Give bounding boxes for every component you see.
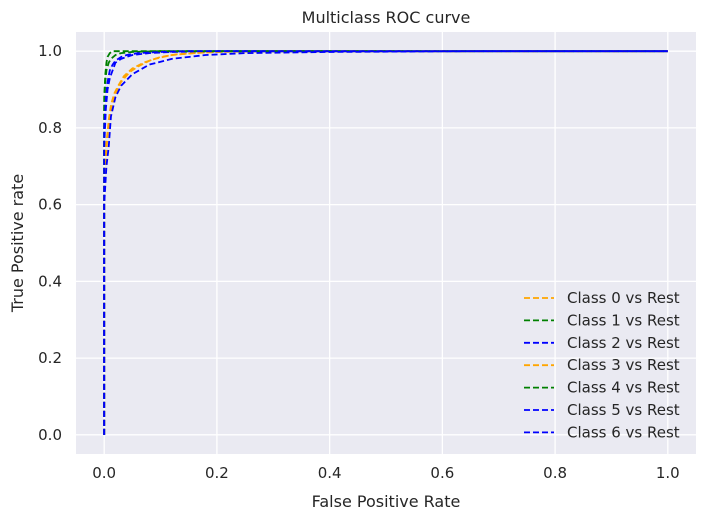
x-axis-label: False Positive Rate: [312, 492, 461, 511]
x-tick-label: 0.0: [92, 464, 116, 482]
y-tick-label: 1.0: [38, 42, 62, 60]
legend-label-class-4: Class 4 vs Rest: [567, 379, 680, 397]
grid-lines: [76, 32, 696, 454]
x-tick-label: 0.6: [430, 464, 454, 482]
y-axis-ticks: 0.0 0.2 0.4 0.6 0.8 1.0: [38, 42, 62, 444]
legend-label-class-5: Class 5 vs Rest: [567, 401, 680, 419]
y-tick-label: 0.2: [38, 349, 62, 367]
legend-label-class-3: Class 3 vs Rest: [567, 356, 680, 374]
roc-line-class-5: [103, 50, 668, 435]
legend: Class 0 vs Rest Class 1 vs Rest Class 2 vs…: [524, 289, 680, 441]
y-tick-label: 0.0: [38, 426, 62, 444]
legend-label-class-6: Class 6 vs Rest: [567, 423, 680, 441]
roc-line-class-4: [103, 50, 668, 435]
roc-series-lines: [103, 50, 668, 435]
roc-line-class-6: [103, 50, 668, 435]
y-tick-label: 0.8: [38, 119, 62, 137]
chart-title: Multiclass ROC curve: [302, 8, 471, 27]
x-tick-label: 0.2: [205, 464, 229, 482]
x-axis-ticks: 0.0 0.2 0.4 0.6 0.8 1.0: [92, 464, 679, 482]
x-tick-label: 0.8: [543, 464, 567, 482]
plot-background: [76, 32, 696, 454]
legend-label-class-0: Class 0 vs Rest: [567, 289, 680, 307]
y-tick-label: 0.6: [38, 196, 62, 214]
legend-label-class-2: Class 2 vs Rest: [567, 334, 680, 352]
x-tick-label: 1.0: [656, 464, 680, 482]
x-tick-label: 0.4: [318, 464, 342, 482]
legend-label-class-1: Class 1 vs Rest: [567, 311, 680, 329]
y-axis-label: True Positive rate: [8, 174, 27, 313]
y-tick-label: 0.4: [38, 272, 62, 290]
